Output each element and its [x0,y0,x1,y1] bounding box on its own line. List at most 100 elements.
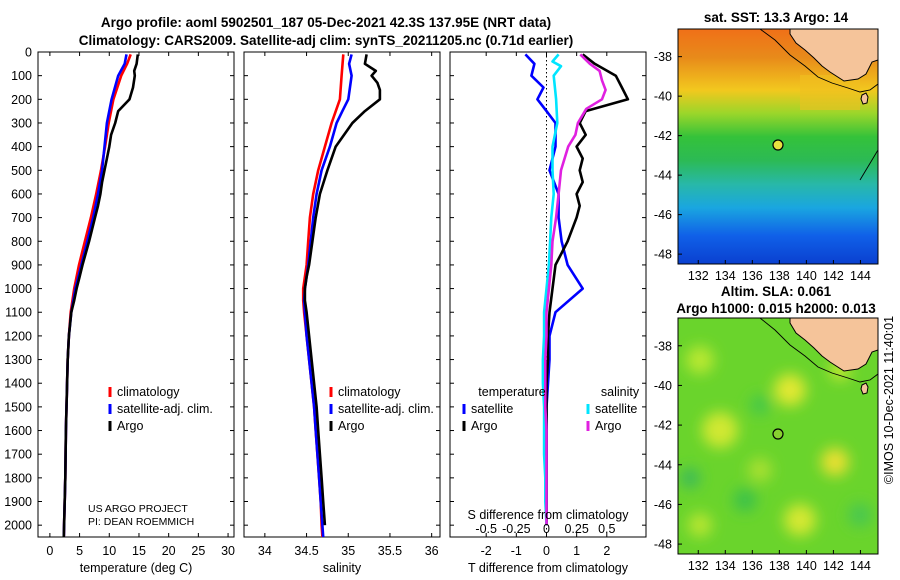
sst-lat-label: -42 [654,129,672,143]
salinity-xtick-label: 35.5 [378,544,402,558]
sdiff-legend-label: Argo [595,419,621,433]
sla-lat-label: -44 [654,458,672,472]
difference-xtick-label: -2 [481,544,492,558]
depth-tick-label: 800 [11,235,32,249]
depth-tick-label: 900 [11,258,32,272]
sla-lon-label: 138 [769,559,790,573]
depth-tick-label: 1900 [4,495,32,509]
tdiff-legend-label: satellite [471,402,513,416]
salinity-frame [243,51,441,538]
sst-lat-label: -44 [654,169,672,183]
diff-legend-header-temperature: temperature [478,385,545,399]
temperature-xtick-label: 10 [102,544,116,558]
salinity-xtick-label: 34 [258,544,272,558]
sla-lon-label: 134 [715,559,736,573]
sst-map: sat. SST: 13.3 Argo: 14 132 134 136 138 140 1… [654,10,879,283]
sdiff-tick-label: -0.5 [475,522,497,536]
sst-lon-label: 142 [823,269,844,283]
sal-legend-label: satellite-adj. clim. [338,402,434,416]
sdiff-tick-label: 0.5 [598,522,615,536]
difference-xtick-label: 0 [543,544,550,558]
sla-lat-label: -46 [654,498,672,512]
depth-tick-label: 1300 [4,353,32,367]
temp-legend-label: climatology [117,385,180,399]
temperature-xtick-label: 25 [191,544,205,558]
sst-lon-label: 134 [715,269,736,283]
salinity-panel: 34 34.5 35 35.5 36 salinity climatology satelli… [243,51,441,575]
sst-lat-label: -40 [654,90,672,104]
tdiff-legend-label: Argo [471,419,497,433]
depth-tick-label: 500 [11,164,32,178]
temperature-axis-label: temperature (deg C) [80,561,193,575]
sla-land-tasmania [860,382,869,395]
sst-lon-label: 140 [796,269,817,283]
temperature-xtick-label: 5 [76,544,83,558]
sst-lat-label: -46 [654,208,672,222]
temperature-panel: 0 5 10 15 20 25 300100200300400500600700800900… [4,46,235,576]
temperature-xtick-label: 0 [46,544,53,558]
temp-legend-label: Argo [117,419,143,433]
sla-map-title-line1: Altim. SLA: 0.061 [721,284,832,299]
sla-lon-label: 136 [742,559,763,573]
depth-tick-label: 1500 [4,400,32,414]
sst-lat-label: -48 [654,248,672,262]
sdiff-axis-label: S difference from climatology [468,508,630,522]
temp-legend-label: satellite-adj. clim. [117,402,213,416]
sdiff-tick-label: 0.25 [564,522,588,536]
sst-argo-marker [772,139,784,151]
difference-xtick-label: 1 [573,544,580,558]
depth-tick-label: 1100 [5,306,32,320]
temperature-plot-area [38,52,234,537]
sla-lat-label: -42 [654,419,672,433]
depth-tick-label: 1200 [4,329,32,343]
temperature-frame [37,51,235,538]
difference-panel: -2 -1 0 1 2 -0.5 -0.25 0 0.25 0.5S difference fro… [449,51,647,575]
sst-warm-patch [800,75,860,110]
difference-xtick-label: 2 [603,544,610,558]
sla-lon-label: 142 [823,559,844,573]
depth-tick-label: 300 [11,116,32,130]
sal-argo-line [303,54,382,526]
sst-lon-label: 138 [769,269,790,283]
sst-land-australia [789,29,878,82]
tdiff-axis-label: T difference from climatology [468,561,629,575]
sdiff-legend-label: satellite [595,402,637,416]
credit-line1: US ARGO PROJECT [88,503,188,515]
imos-watermark: ©IMOS 10-Dec-2021 11:40:01 [882,316,896,484]
depth-tick-label: 2000 [4,519,32,533]
salinity-xtick-label: 36 [425,544,439,558]
depth-tick-label: 100 [11,69,32,83]
sla-argo-marker [772,428,784,440]
sst-map-title: sat. SST: 13.3 Argo: 14 [704,10,849,25]
figure-title-line1: Argo profile: aoml 5902501_187 05-Dec-20… [101,15,551,30]
salinity-plot-area [244,52,440,537]
salinity-axis-label: salinity [323,561,362,575]
sla-lon-label: 140 [796,559,817,573]
sdiff-satellite-line [541,53,563,526]
sla-lat-label: -38 [654,339,672,353]
sla-shelf-contour [759,318,878,383]
sdiff-tick-label: 0 [543,522,550,536]
figure-title-line2: Climatology: CARS2009. Satellite-adj cli… [79,33,573,48]
depth-tick-label: 1800 [4,471,32,485]
depth-tick-label: 700 [11,211,32,225]
sla-eddies [680,346,872,537]
difference-xtick-label: -1 [511,544,522,558]
sst-map-frame [677,28,879,265]
sla-map: Altim. SLA: 0.061 Argo h1000: 0.015 h200… [654,284,879,573]
sdiff-tick-label: -0.25 [502,522,531,536]
sla-land-australia [789,318,878,372]
sla-lon-label: 144 [850,559,871,573]
credit-line2: PI: DEAN ROEMMICH [88,516,194,528]
sst-lon-label: 132 [688,269,709,283]
temperature-xtick-label: 30 [221,544,235,558]
depth-tick-label: 600 [11,187,32,201]
sal-legend-label: Argo [338,419,364,433]
sal-legend-label: climatology [338,385,401,399]
depth-tick-label: 0 [25,46,32,60]
sla-lon-label: 132 [688,559,709,573]
temp-argo-line [62,54,140,538]
depth-tick-label: 1000 [4,282,32,296]
sst-lat-label: -38 [654,50,672,64]
